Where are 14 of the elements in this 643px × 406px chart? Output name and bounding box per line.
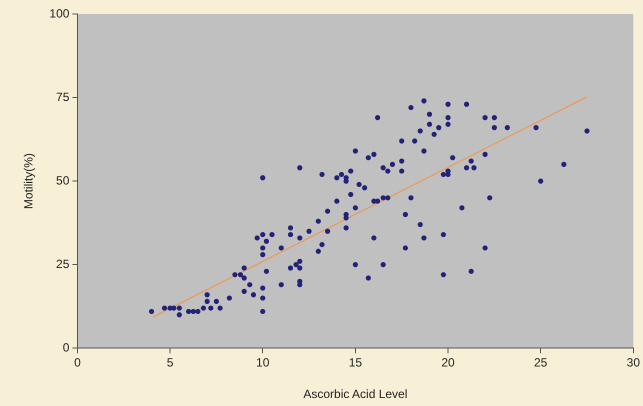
y-axis-title: Motility(%) xyxy=(22,153,36,210)
y-tick-label: 0 xyxy=(62,340,70,355)
y-tick-label: 25 xyxy=(56,256,70,271)
x-tick-label: 15 xyxy=(348,356,362,370)
x-tick-label: 10 xyxy=(256,356,270,370)
x-tick-label: 30 xyxy=(626,356,640,370)
y-tick-label: 75 xyxy=(56,90,70,104)
x-tick-label: 0 xyxy=(74,356,82,370)
y-tick-label: 100 xyxy=(49,6,70,20)
x-tick-label: 5 xyxy=(166,356,174,370)
y-tick-label: 50 xyxy=(56,173,70,188)
x-tick-label: 25 xyxy=(534,356,548,370)
x-axis-title: Ascorbic Acid Level xyxy=(303,387,408,402)
x-tick-label: 20 xyxy=(441,356,456,370)
